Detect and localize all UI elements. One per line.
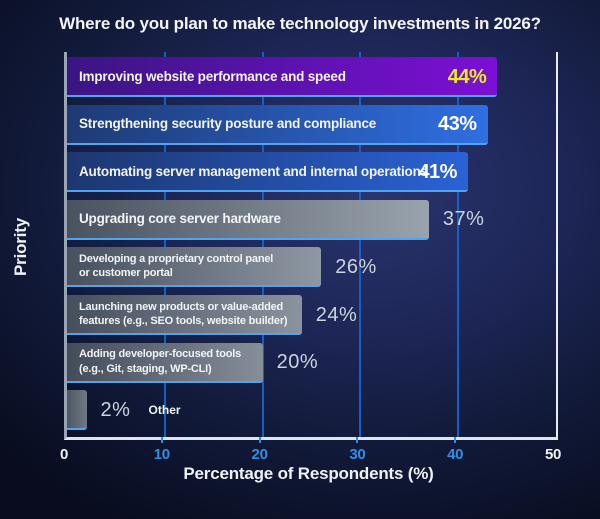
bar-label: Developing a proprietary control panel o…: [79, 253, 274, 280]
bar: Launching new products or value-added fe…: [67, 295, 302, 335]
bar-label: Improving website performance and speed: [79, 68, 346, 84]
bar: Automating server management and interna…: [67, 152, 468, 193]
chart-title: Where do you plan to make technology inv…: [59, 14, 541, 33]
bar-label: Upgrading core server hardware: [79, 211, 281, 227]
bar-label: Adding developer-focused tools (e.g., Gi…: [79, 348, 242, 375]
x-axis-title: Percentage of Respondents (%): [183, 464, 434, 483]
bar-row: Upgrading core server hardware 37%: [67, 199, 556, 240]
bar-value: 44%: [447, 65, 487, 88]
bar-value: 37%: [442, 208, 485, 231]
bar-value: 24%: [315, 303, 358, 326]
bar-label: Other: [148, 403, 181, 418]
x-tick-mark: [160, 437, 163, 443]
plot-area: Improving website performance and speed 4…: [64, 52, 558, 440]
y-axis-title: Priority: [11, 218, 30, 276]
x-tick-mark: [356, 437, 359, 443]
gridline: [261, 52, 264, 437]
x-tick-mark: [454, 437, 457, 443]
bar-row: Improving website performance and speed 4…: [67, 57, 556, 97]
bar-row: Automating server management and interna…: [67, 152, 556, 193]
bar-value: 2%: [100, 398, 131, 421]
gridline: [163, 52, 166, 437]
bar-label: Launching new products or value-added fe…: [79, 300, 288, 327]
bar: Upgrading core server hardware: [67, 199, 429, 240]
bar-value: 26%: [335, 255, 377, 278]
x-tick-label: 30: [349, 446, 366, 463]
x-tick-label: 50: [544, 446, 562, 463]
bar: Strengthening security posture and compl…: [67, 104, 488, 145]
bar-value: 41%: [418, 160, 457, 183]
bar-row: Strengthening security posture and compl…: [67, 104, 556, 145]
bar-row: Developing a proprietary control panel o…: [67, 247, 556, 288]
bar: Developing a proprietary control panel o…: [67, 247, 322, 288]
bar-value: 20%: [276, 351, 319, 374]
x-tick-label: 0: [59, 446, 69, 463]
x-tick-label: 40: [447, 446, 464, 463]
x-tick-label: 10: [153, 446, 170, 463]
x-axis-ticks: 0 10 20 30 40 50: [60, 437, 561, 463]
bar-label: Automating server management and interna…: [79, 163, 428, 179]
bar-row: Adding developer-focused tools (e.g., Gi…: [67, 342, 556, 383]
bar-value: 43%: [438, 113, 477, 136]
gridline: [457, 52, 460, 437]
x-tick-label: 20: [251, 446, 268, 463]
x-tick-mark: [258, 437, 261, 443]
bar-label: Strengthening security posture and compl…: [79, 116, 377, 132]
bar-row: 2% Other: [67, 390, 556, 431]
bar-row: Launching new products or value-added fe…: [67, 295, 556, 335]
bar: Improving website performance and speed 4…: [67, 57, 498, 97]
gridline: [359, 52, 362, 437]
bar: Adding developer-focused tools (e.g., Gi…: [67, 342, 263, 383]
bar: [67, 390, 87, 431]
